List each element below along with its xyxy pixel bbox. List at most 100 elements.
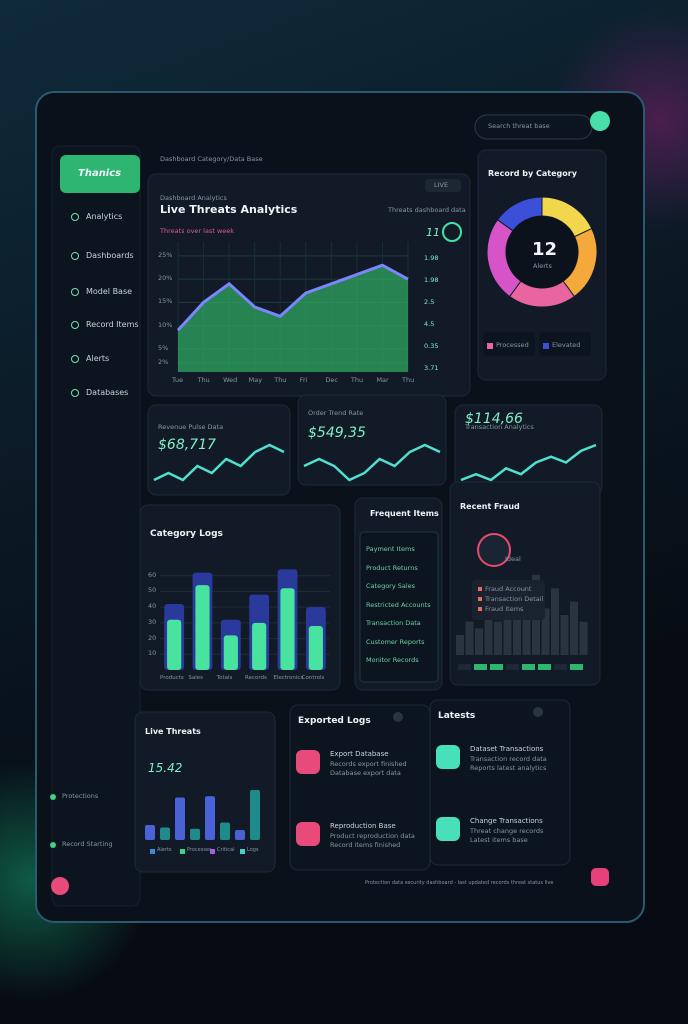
user-name: Ideal	[505, 555, 521, 563]
item-icon	[436, 745, 460, 769]
x-tick-label: Thu	[350, 376, 364, 384]
legend-label: Processes	[187, 847, 212, 853]
indicator	[554, 664, 567, 670]
x-tick-label: Tue	[172, 376, 184, 384]
bar	[475, 628, 483, 655]
panel-title: Live Threats Analytics	[160, 203, 298, 216]
avatar	[590, 111, 610, 131]
x-tick-label: Records	[245, 675, 267, 681]
item-title: Change Transactions	[470, 817, 543, 825]
logo: Thanics	[78, 168, 122, 179]
panel-title: Category Logs	[150, 529, 223, 539]
list-item[interactable]: Transaction Data	[366, 619, 421, 627]
search-input[interactable]: Search threat base	[488, 122, 550, 130]
nav-item[interactable]: Dashboards	[86, 251, 134, 260]
indicator	[458, 664, 471, 670]
legend-swatch	[150, 849, 155, 854]
list-item[interactable]: Payment Items	[366, 545, 415, 553]
nav-icon	[71, 213, 79, 221]
x-tick-label: Totals	[216, 675, 233, 681]
card-title: Revenue Pulse Data	[158, 423, 224, 431]
bar	[541, 608, 550, 655]
sidebar-footer-item: Record Starting	[62, 840, 113, 848]
x-tick-label: May	[248, 376, 263, 384]
bar	[456, 635, 464, 655]
list-item[interactable]: Restricted Accounts	[366, 600, 431, 609]
badge-value: 11	[426, 226, 440, 239]
card-title: Transaction Analytics	[465, 423, 534, 431]
bar	[205, 796, 215, 840]
side-label: 3.71	[424, 364, 439, 372]
x-tick-label: Thu	[274, 376, 287, 384]
y-tick-label: 40	[148, 602, 157, 611]
nav-item[interactable]: Alerts	[86, 354, 110, 363]
panel-title: Recent Fraud	[460, 502, 520, 511]
y-tick-label: 30	[148, 617, 157, 626]
action-button	[591, 868, 609, 886]
item-title: Export Database	[330, 750, 389, 758]
x-tick-label: Sales	[188, 675, 203, 681]
detail-item: Fraud Account	[485, 585, 532, 593]
bar	[160, 827, 170, 840]
legend-label: Elevated	[552, 341, 581, 349]
list-item[interactable]: Category Sales	[366, 582, 416, 590]
bar	[579, 621, 588, 655]
indicator	[538, 664, 551, 670]
item-line: Database export data	[330, 769, 401, 777]
link[interactable]: Threats dashboard data	[388, 206, 466, 214]
bar	[522, 595, 531, 655]
footer-icon	[50, 842, 56, 848]
legend-swatch	[543, 343, 549, 349]
detail-item: Fraud Items	[485, 605, 524, 613]
legend-box	[483, 332, 535, 356]
nav-item[interactable]: Databases	[86, 388, 129, 397]
nav-item[interactable]: Model Base	[86, 287, 133, 296]
card-value: $114,66	[465, 411, 523, 427]
bar	[465, 621, 474, 655]
legend-box	[539, 332, 591, 356]
x-tick-label: Electronics	[273, 675, 304, 681]
item-icon	[296, 822, 320, 846]
bar	[250, 790, 260, 840]
legend-label: Logs	[247, 847, 259, 853]
card	[147, 404, 291, 496]
bar	[560, 615, 569, 655]
y-tick-label: 20%	[158, 274, 173, 283]
list-item[interactable]: Product Returns	[366, 563, 418, 572]
menu-button	[393, 712, 403, 722]
indicator	[506, 664, 519, 670]
item-title: Dataset Transactions	[470, 745, 544, 753]
breadcrumb: Dashboard Category/Data Base	[160, 155, 263, 163]
x-tick-label: Thu	[402, 376, 415, 384]
list-item[interactable]: Customer Reports	[366, 637, 425, 646]
x-tick-label: Mar	[376, 376, 389, 384]
item-line: Reports latest analytics	[470, 764, 547, 772]
nav-item[interactable]: Analytics	[86, 212, 123, 221]
indicator	[522, 664, 535, 670]
bar	[494, 621, 502, 655]
legend-swatch	[240, 849, 245, 854]
legend-label: Alerts	[157, 847, 172, 853]
chart-legend: Threats over last week	[160, 227, 235, 235]
panel-subtitle: Dashboard Analytics	[160, 194, 227, 202]
card-title: Order Trend Rate	[308, 409, 364, 417]
panel-title: Frequent Items	[370, 509, 439, 518]
side-label: 0.35	[424, 342, 439, 350]
user-avatar	[477, 533, 511, 567]
sparkline	[153, 443, 285, 482]
latests-panel	[429, 699, 571, 866]
nav-item[interactable]: Record Items	[86, 320, 139, 329]
footer-text: Protection data security dashboard - las…	[365, 880, 554, 886]
tag	[425, 179, 461, 192]
footer-icon	[50, 794, 56, 800]
list-item[interactable]: Monitor Records	[366, 656, 419, 664]
menu-button	[533, 707, 543, 717]
tag-label: LIVE	[434, 181, 449, 189]
panel-title: Live Threats	[145, 727, 201, 736]
item-line: Product reproduction data	[330, 832, 415, 840]
line	[176, 263, 409, 332]
panel-title: Record by Category	[488, 169, 577, 178]
y-tick-label: 50	[148, 586, 157, 595]
